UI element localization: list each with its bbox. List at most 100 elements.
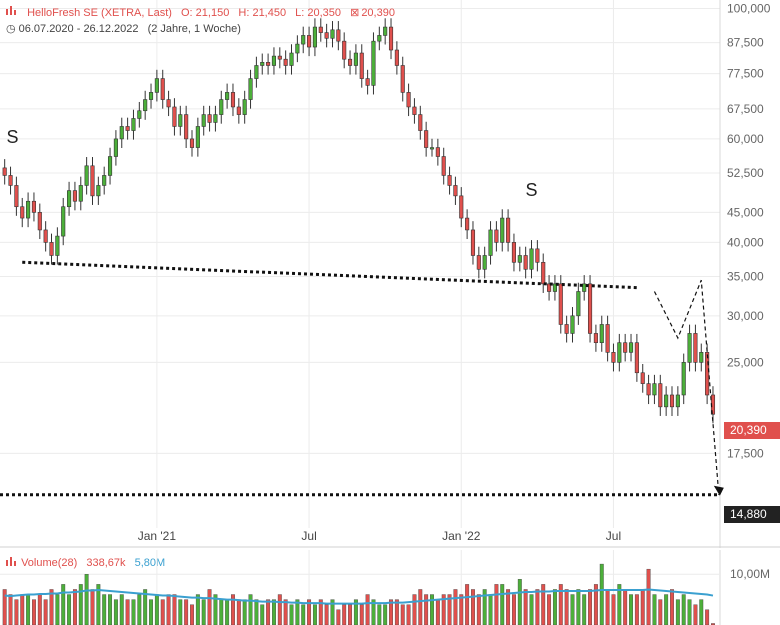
x-tick-label: Jan '22 [442, 529, 481, 543]
volume-bar [201, 599, 206, 625]
volume-bar [699, 599, 704, 625]
candles-icon [6, 6, 18, 19]
candle-up [195, 126, 200, 148]
candle-down [236, 106, 241, 115]
volume-bar [471, 589, 475, 625]
candle-down [535, 248, 540, 263]
candle-up [242, 99, 247, 115]
volume-bar [459, 594, 464, 625]
candle-up [488, 229, 493, 256]
candle-down [347, 58, 353, 66]
volume-bar [570, 594, 575, 625]
candle-up [107, 156, 113, 176]
volume-bar [500, 584, 505, 625]
volume-bar [517, 579, 522, 625]
candle-down [541, 261, 546, 285]
candle-down [547, 283, 552, 292]
projection-arrowhead [713, 485, 724, 496]
volume-bar [605, 589, 610, 625]
volume-bar [84, 574, 89, 625]
y-tick-label: 52,500 [727, 166, 764, 180]
candle-down [441, 156, 446, 176]
volume-bar [336, 609, 341, 625]
candle-down [623, 342, 628, 353]
volume-bar [143, 589, 148, 625]
volume-bar [242, 599, 247, 625]
volume-bar [113, 599, 118, 625]
candle-up [312, 26, 317, 48]
x-tick-label: Jul [301, 529, 316, 543]
last-value: 20,390 [361, 7, 395, 19]
candle-down [494, 229, 499, 243]
candle-up [248, 78, 253, 100]
candle-down [640, 372, 645, 384]
volume-bar [49, 589, 54, 625]
candle-up [500, 217, 505, 243]
price-chart[interactable]: 100,000 87,500 77,500 67,500 60,000 52,500 45,… [0, 0, 780, 548]
candle-down [184, 114, 189, 140]
volume-bar [61, 584, 66, 625]
volume-bar [529, 594, 534, 625]
volume-bar [564, 589, 569, 625]
candle-down [658, 383, 663, 408]
volume-bar [406, 604, 411, 625]
candle-down [166, 99, 171, 108]
volume-bar [301, 604, 306, 625]
y-tick-label: 45,000 [727, 205, 764, 219]
volume-bar [377, 604, 382, 625]
volume-bar [424, 594, 429, 625]
candle-down [388, 26, 394, 51]
candle-down [189, 138, 195, 148]
volume-bar [623, 589, 628, 625]
candle-down [470, 229, 476, 256]
candle-up [148, 92, 154, 100]
candle-up [383, 26, 388, 36]
volume-chart[interactable]: 10,00M [0, 550, 780, 625]
volume-bar [131, 599, 136, 625]
candle-up [96, 185, 101, 197]
y-tick-label: 35,000 [727, 269, 764, 283]
y-tick-label: 30,000 [727, 309, 764, 323]
y-tick-label: 87,500 [727, 36, 764, 50]
volume-bar [547, 594, 552, 625]
volume-bar [55, 594, 60, 625]
volume-bar [31, 599, 36, 625]
candle-up [289, 52, 294, 66]
y-tick-label: 25,000 [727, 355, 764, 369]
volume-bar [149, 599, 153, 625]
volume-bar [488, 594, 493, 625]
candle-up [254, 65, 259, 79]
candle-down [172, 106, 177, 127]
volume-bar [552, 589, 557, 625]
candle-down [693, 333, 698, 363]
candle-down [587, 283, 593, 334]
volume-bar [652, 594, 657, 625]
volume-bar [43, 599, 48, 625]
y-tick-label: 100,000 [727, 2, 771, 16]
volume-bar [207, 589, 212, 625]
candle-up [675, 394, 680, 408]
volume-bar [383, 604, 388, 625]
volume-bar [576, 589, 581, 625]
volume-bar [670, 589, 674, 625]
range-note: (2 Jahre, 1 Woche) [147, 23, 241, 35]
candle-down [646, 383, 651, 396]
candle-down [277, 55, 282, 60]
volume-bar [190, 604, 194, 625]
candle-up [377, 35, 382, 42]
volume-avg: 5,80M [134, 557, 166, 569]
candle-up [260, 62, 265, 66]
volume-bar [681, 594, 686, 625]
volume-bar [178, 599, 183, 625]
date-range: 06.07.2020 - 26.12.2022 [18, 23, 139, 35]
candle-down [593, 333, 598, 344]
candle-down [266, 62, 271, 66]
x-tick-label: Jul [606, 529, 621, 543]
range-row: ◷ 06.07.2020 - 26.12.2022 (2 Jahre, 1 Woc… [6, 22, 247, 35]
candle-down [459, 195, 464, 219]
volume-bar [435, 599, 440, 625]
volume-bar [236, 599, 241, 625]
volume-bar [535, 589, 540, 625]
volume-bar [2, 589, 7, 625]
candle-down [611, 352, 616, 363]
